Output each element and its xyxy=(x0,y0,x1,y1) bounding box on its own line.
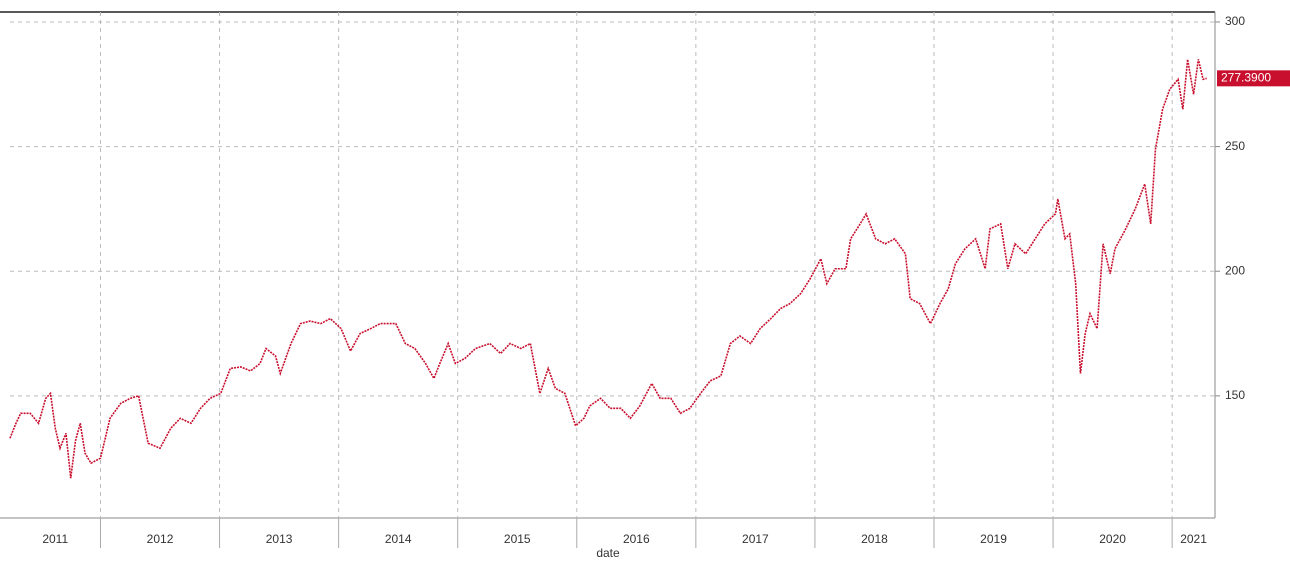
y-tick-label: 150 xyxy=(1225,388,1245,402)
y-tick-label: 300 xyxy=(1225,14,1245,28)
last-value-label: 277.3900 xyxy=(1221,71,1271,85)
y-tick-label: 250 xyxy=(1225,139,1245,153)
x-tick-label: 2011 xyxy=(42,532,68,546)
x-tick-label: 2014 xyxy=(385,532,412,546)
price-line xyxy=(9,59,1207,479)
x-tick-label: 2013 xyxy=(266,532,293,546)
x-tick-label: 2017 xyxy=(742,532,769,546)
last-value-box xyxy=(1217,70,1290,87)
x-axis-label: date xyxy=(596,546,620,560)
x-tick-label: 2018 xyxy=(861,532,888,546)
x-tick-label: 2015 xyxy=(504,532,531,546)
x-tick-label: 2016 xyxy=(623,532,650,546)
x-tick-label: 2012 xyxy=(147,532,174,546)
x-tick-label: 2020 xyxy=(1099,532,1126,546)
y-tick-label: 200 xyxy=(1225,263,1245,277)
x-tick-label: 2019 xyxy=(980,532,1007,546)
x-tick-label: 2021 xyxy=(1180,532,1207,546)
